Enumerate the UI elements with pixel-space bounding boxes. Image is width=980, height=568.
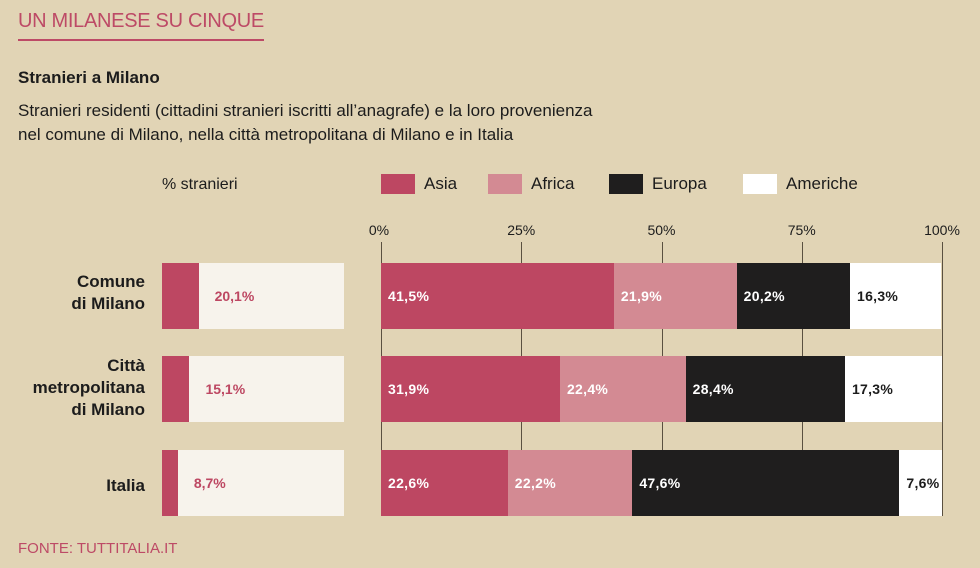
row-label: Italia bbox=[106, 476, 145, 495]
percent-bar bbox=[162, 356, 190, 422]
legend-item-africa: Africa bbox=[488, 174, 574, 194]
percent-bar-bg bbox=[162, 356, 344, 422]
legend-swatch bbox=[743, 174, 777, 194]
legend-swatch bbox=[488, 174, 522, 194]
legend-label: Americhe bbox=[786, 174, 858, 193]
bar-segment-africa: 21,9% bbox=[613, 263, 737, 329]
legend-item-asia: Asia bbox=[381, 174, 457, 194]
legend-swatch bbox=[609, 174, 643, 194]
bar-segment-africa: 22,4% bbox=[559, 356, 686, 422]
percent-label: 15,1% bbox=[205, 381, 246, 397]
chart-subtitle: Stranieri residenti (cittadini stranieri… bbox=[18, 101, 593, 144]
left-chart-title: % stranieri bbox=[162, 176, 238, 193]
row-label: Comune di Milano bbox=[71, 272, 145, 313]
bar-segment-europa: 20,2% bbox=[736, 263, 850, 329]
x-tick-label: 75% bbox=[787, 222, 816, 238]
percent-label: 20,1% bbox=[214, 288, 255, 304]
chart-title: Stranieri a Milano bbox=[18, 68, 160, 87]
bar-segment-europa: 47,6% bbox=[632, 450, 900, 516]
bar-segment-asia: 41,5% bbox=[381, 263, 614, 329]
legend-label: Africa bbox=[531, 174, 575, 193]
percent-bar bbox=[162, 450, 178, 516]
percent-bar-bg bbox=[162, 450, 344, 516]
kicker: UN MILANESE SU CINQUE bbox=[18, 10, 264, 41]
legend-item-europa: Europa bbox=[609, 174, 707, 194]
legend-item-americhe: Americhe bbox=[743, 174, 858, 194]
row-label: Città metropolitana di Milano bbox=[32, 356, 145, 419]
legend-swatch bbox=[381, 174, 415, 194]
bar-segment-africa: 22,2% bbox=[507, 450, 633, 516]
percent-bar bbox=[162, 263, 199, 329]
bar-segment-europa: 28,4% bbox=[685, 356, 845, 422]
bar-segment-americhe: 17,3% bbox=[844, 356, 942, 422]
bar-segment-asia: 31,9% bbox=[381, 356, 560, 422]
percent-label: 8,7% bbox=[193, 475, 226, 491]
x-tick-label: 100% bbox=[924, 222, 960, 238]
x-tick-label: 25% bbox=[507, 222, 536, 238]
legend-label: Europa bbox=[652, 174, 707, 193]
x-tick-label: 50% bbox=[647, 222, 676, 238]
bar-segment-americhe: 7,6% bbox=[899, 450, 942, 516]
source: FONTE: TUTTITALIA.IT bbox=[18, 540, 178, 557]
legend-label: Asia bbox=[424, 174, 458, 193]
gridline bbox=[942, 242, 943, 516]
bar-segment-americhe: 16,3% bbox=[849, 263, 942, 329]
bar-segment-asia: 22,6% bbox=[381, 450, 508, 516]
x-tick-label: 0% bbox=[368, 222, 390, 238]
